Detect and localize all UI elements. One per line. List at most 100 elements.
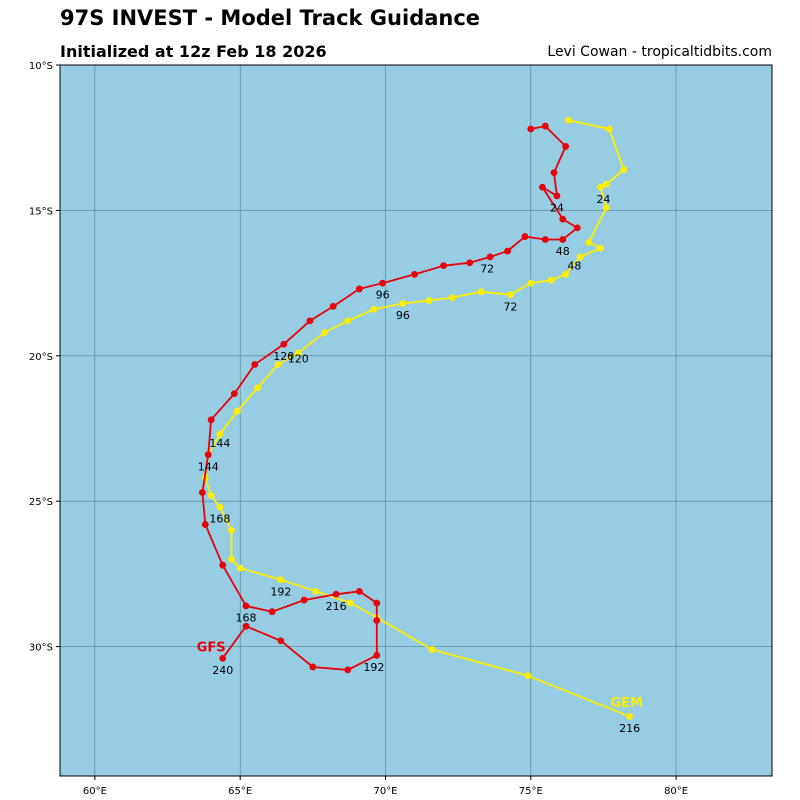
gem-hour-label: 168: [209, 513, 230, 526]
x-tick-label: 65°E: [228, 786, 252, 797]
gem-model-label: GEM: [610, 696, 643, 711]
x-tick-label: 70°E: [373, 786, 397, 797]
gfs-track-point: [306, 317, 314, 325]
gfs-hour-label: 120: [273, 350, 294, 363]
gfs-track-point: [573, 224, 581, 232]
gem-track-point: [370, 305, 378, 313]
gem-track-point: [236, 564, 244, 572]
gem-track-point: [524, 672, 532, 680]
gem-track-point: [602, 204, 610, 211]
gem-track-point: [312, 587, 320, 595]
gfs-track-point: [268, 608, 276, 616]
gfs-track-point: [355, 587, 363, 595]
gem-track-point: [399, 300, 407, 307]
gem-track-point: [347, 599, 355, 607]
gem-track-point: [233, 407, 241, 415]
gfs-track-point: [550, 169, 558, 176]
gem-track-point: [605, 125, 613, 133]
gfs-track-point: [562, 143, 570, 150]
gfs-track-point: [199, 489, 206, 496]
y-tick-label: 15°S: [29, 206, 53, 217]
gfs-track-point: [559, 236, 567, 243]
gfs-hour-label: 168: [235, 612, 256, 625]
gem-track-point: [585, 238, 593, 246]
gfs-track-point: [539, 183, 546, 191]
gfs-track-point: [201, 521, 209, 528]
gem-track-point: [527, 279, 535, 287]
gem-track-point: [277, 576, 285, 584]
gfs-track: [199, 122, 581, 674]
gfs-track-point: [230, 390, 238, 398]
gfs-hour-label: 72: [480, 263, 494, 276]
gem-track: [201, 116, 633, 720]
gem-track-point: [576, 253, 584, 261]
gem-track-point: [620, 166, 628, 174]
grid-lines: [60, 64, 772, 776]
axes: 60°E 65°E 70°E 75°E 80°E 10°S 15°S 20°S 25°S 30°S: [29, 61, 688, 797]
gem-hour-label: 72: [503, 300, 517, 313]
gem-track-point: [207, 491, 215, 499]
gfs-track-point: [329, 302, 337, 310]
y-tick-label: 25°S: [29, 497, 53, 508]
map-frame: [59, 64, 773, 777]
x-tick-label: 80°E: [664, 786, 688, 797]
gem-track-point: [562, 270, 570, 278]
gem-hour-label: 216: [619, 722, 640, 735]
gfs-track-point: [411, 270, 418, 278]
x-tick-label: 60°E: [83, 786, 107, 797]
gfs-model-label: GFS: [197, 641, 226, 656]
gfs-track-point: [466, 259, 474, 267]
chart-subtitle: Initialized at 12z Feb 18 2026: [60, 42, 327, 61]
gfs-track-point: [379, 279, 386, 287]
chart-title: 97S INVEST - Model Track Guidance: [60, 6, 481, 30]
gfs-track-point: [204, 451, 212, 459]
map-ocean-background: [60, 65, 772, 776]
gem-track-point: [597, 183, 604, 191]
gfs-track-point: [541, 236, 549, 243]
gfs-hour-label: 96: [376, 289, 390, 302]
x-tick-label: 75°E: [519, 786, 543, 797]
gem-hour-label: 96: [396, 309, 410, 322]
gem-track-point: [216, 430, 224, 438]
gfs-track-point: [440, 262, 448, 270]
gem-track-point: [448, 294, 456, 302]
gem-track-point: [216, 503, 224, 511]
gem-track-point: [626, 712, 633, 720]
gfs-track-point: [280, 340, 288, 348]
track-labels: 24 48 72 96 120 144 168 192 216 216 GEM 24 48 72 96 120…: [197, 193, 643, 735]
model-tracks: [199, 116, 633, 720]
gfs-track-point: [219, 654, 227, 662]
credit-text: Levi Cowan - tropicaltidbits.com: [547, 44, 772, 60]
gfs-track-point: [207, 416, 215, 424]
gfs-track-point: [242, 622, 250, 630]
gem-track-point: [547, 276, 555, 284]
gem-track-point: [565, 116, 572, 124]
gfs-track-point: [309, 663, 317, 671]
gfs-hour-label: 48: [556, 245, 570, 258]
gem-track-point: [597, 244, 604, 252]
gfs-track-point: [344, 666, 352, 674]
gem-hour-label: 192: [270, 585, 291, 598]
gfs-track-point: [332, 590, 340, 598]
gem-track-point: [477, 288, 485, 296]
y-tick-label: 10°S: [29, 61, 53, 72]
gfs-hour-label: 240: [212, 664, 233, 677]
gfs-track-point: [300, 596, 308, 604]
gfs-track-point: [373, 617, 381, 624]
gfs-track-point: [373, 599, 381, 607]
gem-track-point: [507, 291, 514, 299]
gem-track-point: [228, 555, 235, 563]
gfs-hour-label: 192: [363, 661, 384, 674]
gem-hour-label: 216: [326, 600, 347, 613]
gfs-track-point: [251, 361, 259, 368]
gem-track-point: [344, 317, 352, 325]
gem-track-point: [274, 361, 282, 368]
gfs-track-point: [373, 651, 381, 659]
gem-track-point: [321, 329, 328, 336]
gfs-track-point: [559, 215, 567, 223]
gem-hour-label: 120: [288, 353, 309, 366]
gfs-track-point: [504, 247, 511, 255]
gfs-track-point: [553, 192, 561, 200]
gem-track-point: [428, 646, 436, 653]
